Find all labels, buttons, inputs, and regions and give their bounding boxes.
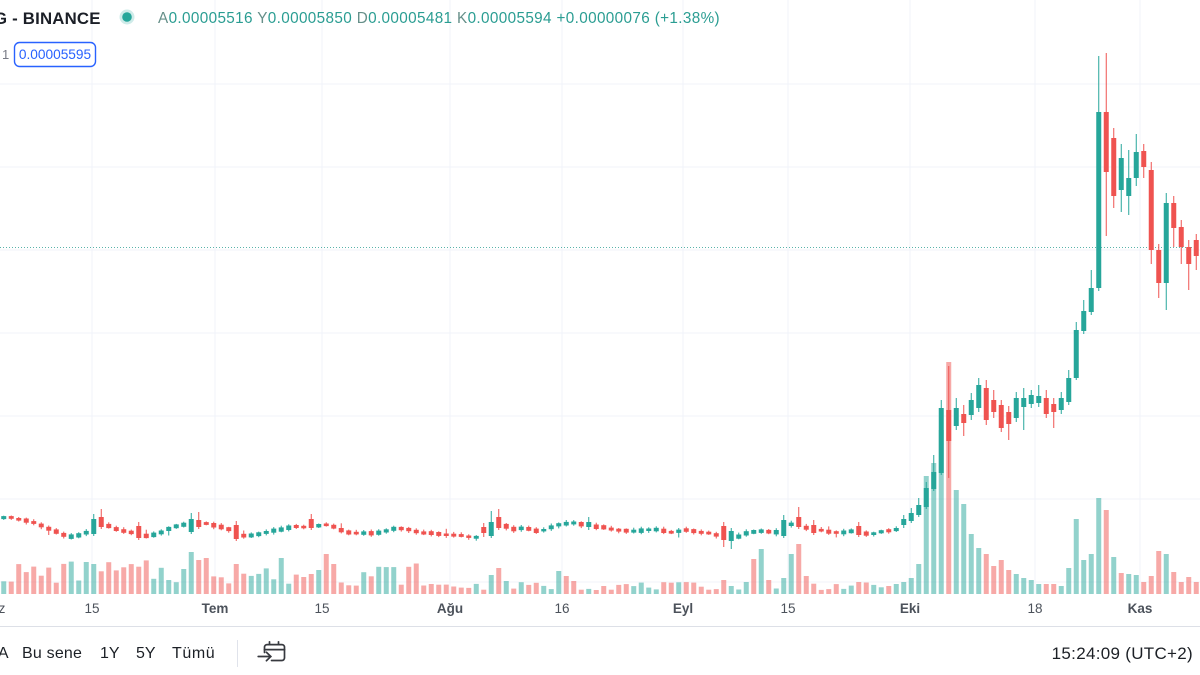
svg-text:1: 1 [2,47,9,62]
svg-text:Eki: Eki [900,601,920,616]
svg-text:15: 15 [780,601,795,616]
svg-text:Tem: Tem [202,601,229,616]
svg-text:Eyl: Eyl [673,601,693,616]
svg-text:15:24:09 (UTC+2): 15:24:09 (UTC+2) [1052,644,1193,663]
svg-text:18: 18 [1027,601,1042,616]
svg-text:16: 16 [554,601,569,616]
svg-text:Bu sene: Bu sene [22,645,82,662]
svg-text:5Y: 5Y [136,645,156,662]
svg-text:Ağu: Ağu [437,601,463,616]
svg-text:15: 15 [314,601,329,616]
svg-text:1Y: 1Y [100,645,120,662]
svg-text:15: 15 [84,601,99,616]
svg-text:0.00005595: 0.00005595 [19,47,92,62]
svg-text:Tümü: Tümü [172,645,215,662]
svg-text:z: z [0,601,6,616]
svg-text:Kas: Kas [1128,601,1153,616]
svg-text:1A: 1A [0,645,9,662]
svg-text:A0.00005516 Y0.00005850 D0.000: A0.00005516 Y0.00005850 D0.00005481 K0.0… [158,10,720,27]
svg-text:G - BINANCE: G - BINANCE [0,9,101,28]
